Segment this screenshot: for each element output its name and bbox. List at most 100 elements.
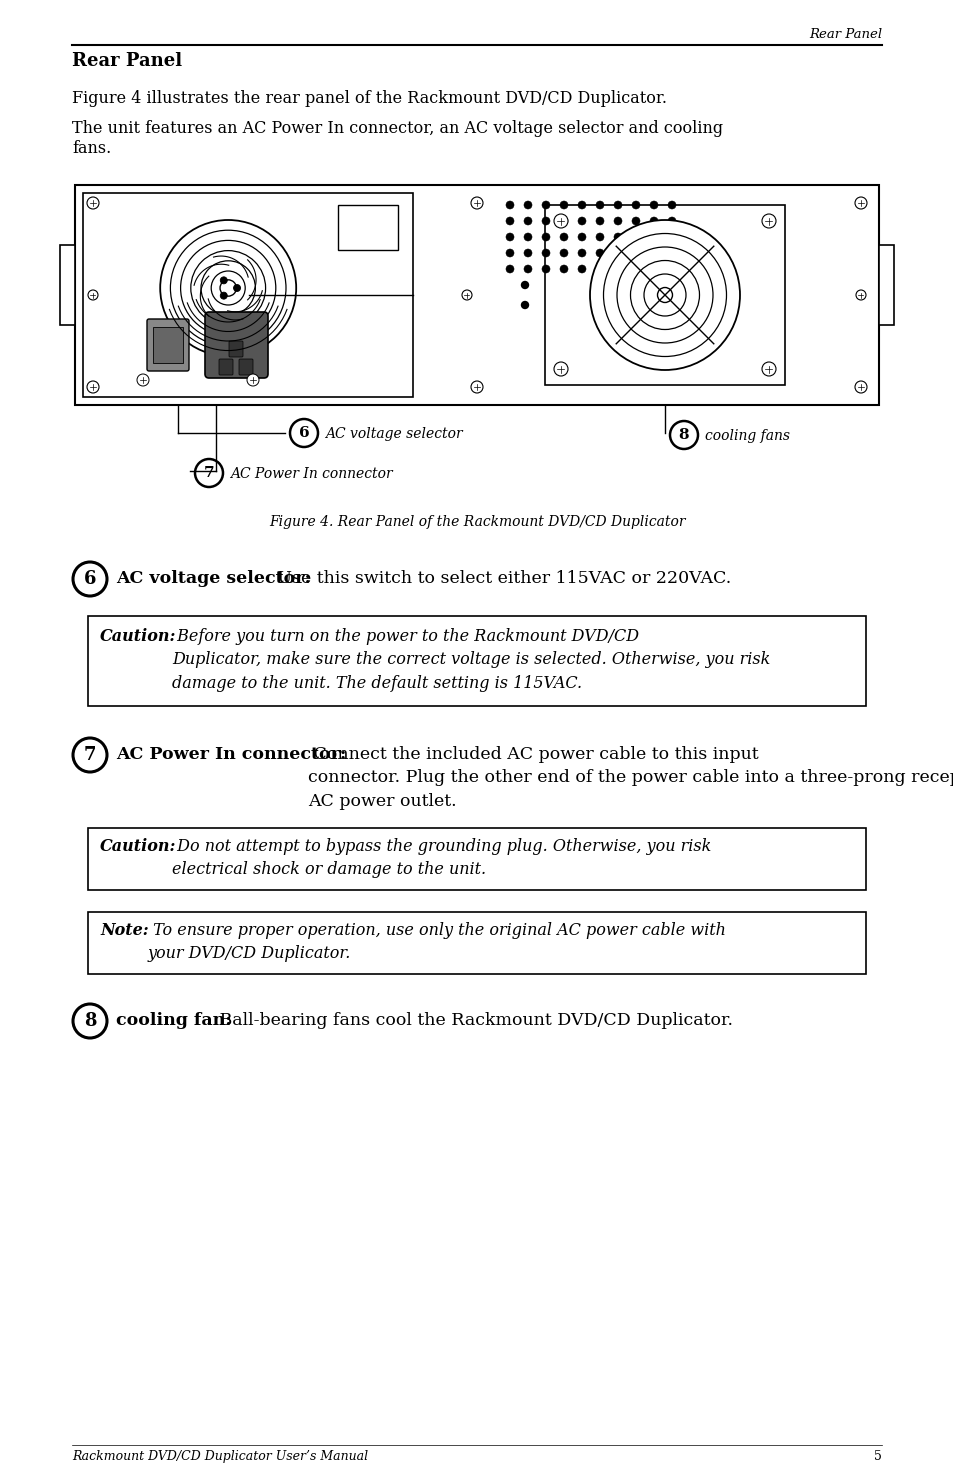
FancyBboxPatch shape xyxy=(88,827,865,889)
Text: To ensure proper operation, use only the original AC power cable with
your DVD/C: To ensure proper operation, use only the… xyxy=(148,922,725,963)
Circle shape xyxy=(578,249,585,257)
Circle shape xyxy=(541,249,550,257)
Text: Connect the included AC power cable to this input
connector. Plug the other end : Connect the included AC power cable to t… xyxy=(308,746,953,810)
Circle shape xyxy=(631,249,639,257)
FancyBboxPatch shape xyxy=(147,319,189,372)
Circle shape xyxy=(596,201,603,209)
Circle shape xyxy=(194,459,223,487)
Circle shape xyxy=(559,201,567,209)
Circle shape xyxy=(87,198,99,209)
Circle shape xyxy=(160,220,295,355)
Circle shape xyxy=(220,277,227,283)
Circle shape xyxy=(505,217,514,226)
Circle shape xyxy=(505,201,514,209)
Circle shape xyxy=(461,291,472,299)
Circle shape xyxy=(667,233,676,240)
FancyBboxPatch shape xyxy=(205,313,268,378)
Circle shape xyxy=(631,217,639,226)
Text: 6: 6 xyxy=(298,426,309,440)
Circle shape xyxy=(631,201,639,209)
Circle shape xyxy=(669,420,698,448)
Circle shape xyxy=(220,292,227,299)
Circle shape xyxy=(667,217,676,226)
Circle shape xyxy=(596,249,603,257)
Text: Caution:: Caution: xyxy=(100,838,176,856)
Text: AC voltage selector:: AC voltage selector: xyxy=(116,569,311,587)
Circle shape xyxy=(596,266,603,273)
Text: Ball-bearing fans cool the Rackmount DVD/CD Duplicator.: Ball-bearing fans cool the Rackmount DVD… xyxy=(213,1012,732,1030)
Circle shape xyxy=(578,201,585,209)
Circle shape xyxy=(589,220,740,370)
Text: cooling fans: cooling fans xyxy=(704,429,789,442)
Text: 7: 7 xyxy=(204,466,214,479)
Polygon shape xyxy=(878,245,893,324)
Circle shape xyxy=(761,361,775,376)
Circle shape xyxy=(559,233,567,240)
Circle shape xyxy=(521,282,528,289)
Circle shape xyxy=(87,381,99,392)
FancyBboxPatch shape xyxy=(239,358,253,375)
Circle shape xyxy=(523,266,532,273)
Circle shape xyxy=(554,214,567,229)
Circle shape xyxy=(667,266,676,273)
Text: Use this switch to select either 115VAC or 220VAC.: Use this switch to select either 115VAC … xyxy=(272,569,731,587)
Circle shape xyxy=(855,291,865,299)
Circle shape xyxy=(523,249,532,257)
Circle shape xyxy=(505,249,514,257)
Circle shape xyxy=(761,214,775,229)
Circle shape xyxy=(233,285,240,292)
Text: Note:: Note: xyxy=(100,922,149,940)
Circle shape xyxy=(559,249,567,257)
Circle shape xyxy=(649,217,658,226)
Circle shape xyxy=(578,233,585,240)
Text: Figure 4 illustrates the rear panel of the Rackmount DVD/CD Duplicator.: Figure 4 illustrates the rear panel of t… xyxy=(71,90,666,108)
Text: Rear Panel: Rear Panel xyxy=(808,28,882,41)
Circle shape xyxy=(523,217,532,226)
Text: Before you turn on the power to the Rackmount DVD/CD
Duplicator, make sure the c: Before you turn on the power to the Rack… xyxy=(172,628,770,692)
Circle shape xyxy=(596,233,603,240)
FancyBboxPatch shape xyxy=(88,617,865,707)
Circle shape xyxy=(73,738,107,771)
FancyBboxPatch shape xyxy=(229,341,243,357)
Circle shape xyxy=(614,201,621,209)
Circle shape xyxy=(559,266,567,273)
Text: 6: 6 xyxy=(84,569,96,589)
Circle shape xyxy=(541,217,550,226)
Circle shape xyxy=(137,375,149,386)
Circle shape xyxy=(73,562,107,596)
Text: 7: 7 xyxy=(84,746,96,764)
Circle shape xyxy=(554,361,567,376)
Circle shape xyxy=(854,198,866,209)
Circle shape xyxy=(578,217,585,226)
Circle shape xyxy=(523,233,532,240)
FancyBboxPatch shape xyxy=(219,358,233,375)
Text: fans.: fans. xyxy=(71,140,112,156)
Circle shape xyxy=(523,201,532,209)
Circle shape xyxy=(505,266,514,273)
Circle shape xyxy=(649,201,658,209)
Circle shape xyxy=(471,198,482,209)
Circle shape xyxy=(854,381,866,392)
Circle shape xyxy=(541,201,550,209)
Circle shape xyxy=(631,266,639,273)
Text: Figure 4. Rear Panel of the Rackmount DVD/CD Duplicator: Figure 4. Rear Panel of the Rackmount DV… xyxy=(269,515,684,530)
Text: Rackmount DVD/CD Duplicator User’s Manual: Rackmount DVD/CD Duplicator User’s Manua… xyxy=(71,1450,368,1463)
Circle shape xyxy=(521,301,528,308)
Circle shape xyxy=(290,419,317,447)
Polygon shape xyxy=(60,245,75,324)
Circle shape xyxy=(649,233,658,240)
Circle shape xyxy=(578,266,585,273)
Circle shape xyxy=(505,233,514,240)
Circle shape xyxy=(559,217,567,226)
Circle shape xyxy=(541,233,550,240)
Circle shape xyxy=(471,381,482,392)
Circle shape xyxy=(667,249,676,257)
Circle shape xyxy=(649,249,658,257)
Circle shape xyxy=(657,288,672,302)
Circle shape xyxy=(614,249,621,257)
Circle shape xyxy=(614,217,621,226)
Circle shape xyxy=(649,266,658,273)
Text: 5: 5 xyxy=(873,1450,882,1463)
Circle shape xyxy=(541,266,550,273)
Text: AC Power In connector:: AC Power In connector: xyxy=(116,746,346,763)
